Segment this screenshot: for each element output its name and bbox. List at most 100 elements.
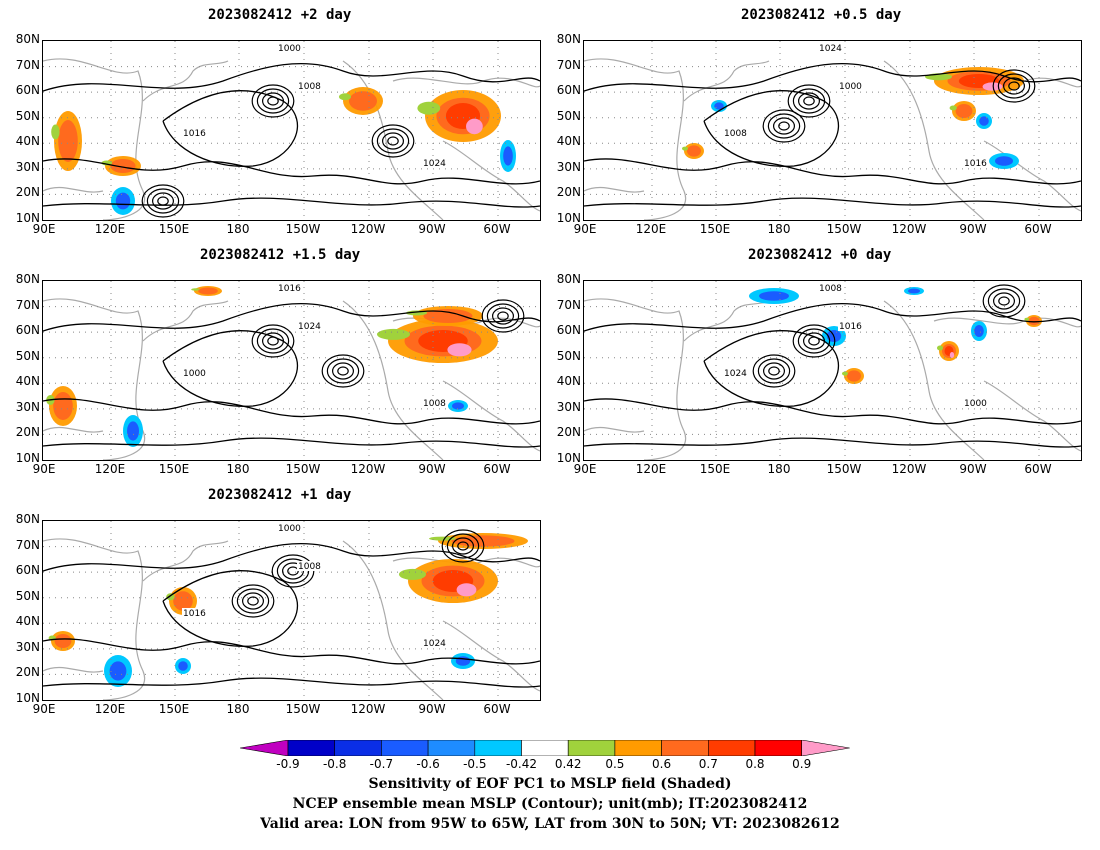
- map-drawing: 1000 1008 1016 1024: [43, 41, 540, 220]
- coastline: [584, 186, 645, 193]
- positive-sensitivity-shading: [682, 146, 688, 151]
- colorbar-level-label: -0.7: [369, 757, 394, 771]
- lon-tick-label: 90E: [573, 462, 597, 476]
- lon-tick-label: 90E: [32, 462, 56, 476]
- coastline: [142, 540, 229, 582]
- isobar-contour: [151, 192, 174, 210]
- isobar-contour: [441, 529, 485, 563]
- colorbar: [240, 740, 850, 756]
- colorbar-level-label: -0.9: [276, 757, 300, 771]
- isobar-contour: [808, 336, 820, 346]
- map-drawing: 1000 1008 1016 1024: [43, 281, 540, 460]
- lon-tick-label: 150W: [826, 462, 862, 476]
- isobar-contour: [251, 84, 295, 118]
- isobar-contour: [262, 332, 285, 350]
- contour-label: 1008: [298, 82, 321, 92]
- lon-tick-label: 120E: [635, 222, 667, 236]
- lat-tick-label: 80N: [15, 512, 40, 526]
- isobar-contour: [371, 124, 415, 158]
- isobar-contour: [231, 584, 275, 618]
- lon-tick-label: 120W: [350, 462, 386, 476]
- lon-tick-label: 150E: [158, 702, 190, 716]
- negative-sensitivity-shading: [759, 291, 789, 301]
- isobar-contour: [1003, 77, 1026, 95]
- lon-tick-label: 60W: [483, 462, 511, 476]
- map-drawing: 1000 1008 1016 1024: [584, 41, 1081, 220]
- contour-label: 1016: [278, 284, 301, 294]
- isobar-contour: [452, 537, 475, 555]
- contour-label: 1024: [298, 322, 321, 332]
- isobar-contour: [584, 302, 1081, 332]
- lat-tick-label: 20N: [556, 185, 581, 200]
- lat-tick-label: 70N: [15, 57, 40, 72]
- isobar-contour: [997, 73, 1031, 99]
- lat-tick-label: 30N: [15, 399, 40, 414]
- lat-tick-label: 40N: [15, 374, 40, 389]
- lon-tick-label: 90E: [32, 702, 56, 716]
- positive-sensitivity-shading: [1028, 316, 1040, 326]
- negative-sensitivity-shading: [115, 192, 131, 210]
- contour-label-bg: [422, 638, 448, 648]
- coastline: [43, 426, 104, 433]
- isobar-contour: [43, 542, 540, 572]
- isobar-contour: [457, 541, 469, 551]
- contour-label-bg: [818, 283, 844, 293]
- lat-tick-label: 80N: [15, 272, 40, 286]
- lon-tick-label: 150E: [158, 462, 190, 476]
- positive-sensitivity-shading: [339, 93, 351, 101]
- positive-sensitivity-shading: [166, 593, 175, 601]
- colorbar-level-label: -0.8: [322, 757, 347, 771]
- lon-tick-label: 150W: [826, 222, 862, 236]
- contour-label-bg: [963, 398, 989, 408]
- isobar-contour: [762, 109, 806, 143]
- lat-tick-label: 60N: [15, 83, 40, 98]
- isobar-contour: [993, 292, 1016, 310]
- contour-label-bg: [422, 158, 448, 168]
- map-panel-plus0: 1000 1008 1016 1024: [583, 280, 1082, 461]
- contour-label: 1000: [183, 369, 206, 379]
- lon-tick-label: 150W: [285, 462, 321, 476]
- contour-label-bg: [838, 81, 864, 91]
- map-drawing: 1000 1008 1016 1024: [43, 521, 540, 700]
- lat-tick-label: 80N: [556, 32, 581, 46]
- contour-label-bg: [297, 561, 323, 571]
- isobar-contour: [987, 288, 1021, 314]
- contour-label-bg: [723, 128, 749, 138]
- contour-label-bg: [182, 128, 208, 138]
- map-panel-plus2: 1000 1008 1016 1024: [42, 40, 541, 221]
- isobar-contour: [262, 92, 285, 110]
- contour-label: 1016: [964, 159, 987, 169]
- isobar-contour: [43, 677, 540, 688]
- isobar-contour: [256, 88, 290, 114]
- isobar-contour: [446, 533, 480, 559]
- contour-label-bg: [277, 283, 303, 293]
- isobar-contour: [787, 84, 831, 118]
- isobar-contour: [992, 69, 1036, 103]
- lon-tick-label: 180: [226, 222, 250, 236]
- lat-tick-label: 40N: [556, 134, 581, 149]
- lat-tick-label: 10N: [15, 211, 40, 225]
- isobar-contour: [242, 592, 265, 610]
- lat-tick-label: 70N: [556, 297, 581, 312]
- isobar-contour: [982, 284, 1026, 318]
- contour-label: 1008: [423, 399, 446, 409]
- contour-label: 1008: [724, 129, 747, 139]
- contour-label-bg: [422, 398, 448, 408]
- lon-tick-label: 120W: [891, 462, 927, 476]
- isobar-contour: [584, 158, 1081, 185]
- isobar-contour: [256, 328, 290, 354]
- lon-tick-label: 90W: [418, 222, 446, 236]
- contour-label: 1016: [183, 129, 206, 139]
- contour-label: 1024: [423, 639, 446, 649]
- positive-sensitivity-shading: [842, 371, 848, 376]
- colorbar-level-label: -0.42: [505, 757, 538, 771]
- lat-tick-label: 60N: [15, 323, 40, 338]
- coastline: [142, 60, 229, 102]
- isobar-contour: [43, 62, 540, 92]
- negative-sensitivity-shading: [452, 402, 464, 410]
- positive-sensitivity-shading: [937, 345, 943, 351]
- negative-sensitivity-shading: [127, 421, 139, 441]
- lat-tick-label: 40N: [15, 134, 40, 149]
- coastline: [142, 300, 229, 342]
- colorbar-segment: [521, 740, 569, 756]
